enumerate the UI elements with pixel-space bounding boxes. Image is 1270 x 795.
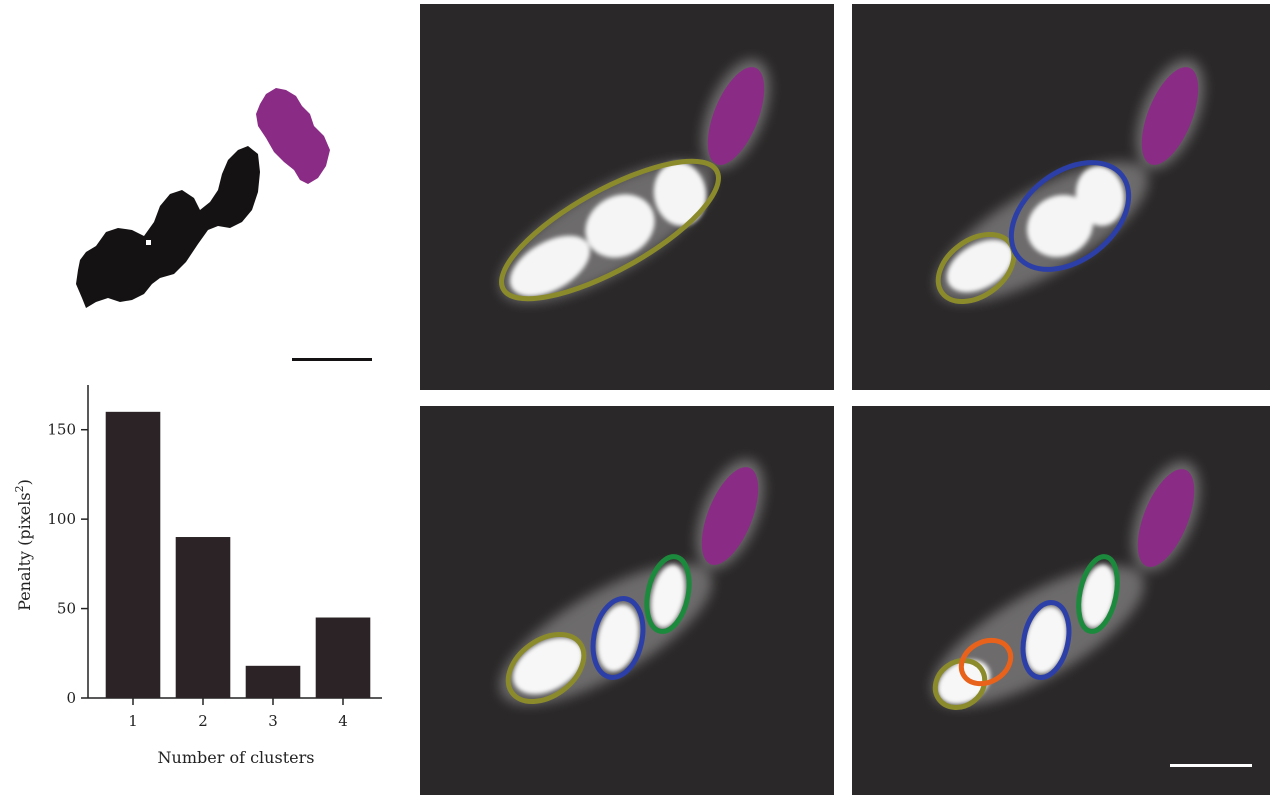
scale-bar	[292, 358, 372, 361]
purple-cell-fill	[1137, 469, 1195, 567]
purple-cell-fill	[701, 467, 759, 565]
panel-3-image	[499, 459, 764, 705]
x-tick-label: 3	[268, 712, 278, 730]
purple-cell-fill	[1141, 67, 1199, 165]
scale-bar	[1170, 764, 1252, 767]
cluster-ellipse-green	[644, 554, 692, 634]
y-tick-label: 100	[47, 510, 76, 528]
y-axis-title: Penalty (pixels2)	[13, 479, 34, 611]
cluster-ellipse-green	[1076, 554, 1120, 634]
x-tick-label: 1	[128, 712, 138, 730]
chart-svg: 0 50 100 150 1 2 3 4 Number of clusters Penalt…	[13, 385, 382, 767]
binary-mask-image	[76, 88, 372, 361]
fluorescence-panel-4-clusters	[852, 406, 1270, 795]
cluster-ellipse-blue	[590, 596, 646, 680]
cluster-ellipse-orange	[958, 637, 1014, 687]
fluorescence-panel-3-clusters	[420, 406, 834, 795]
cluster-ellipse-olive	[932, 658, 988, 710]
y-tick-label: 50	[57, 600, 76, 618]
cluster-ellipse-blue	[1008, 160, 1132, 272]
panel-4-image	[931, 461, 1252, 767]
fluorescence-panel-2-clusters	[852, 4, 1270, 390]
cluster-ellipse-olive	[499, 158, 721, 302]
penalty-bar-chart: 0 50 100 150 1 2 3 4 Number of clusters Penalt…	[0, 385, 410, 795]
cluster-ellipse-olive	[505, 631, 587, 705]
fluorescence-panel-1-cluster	[420, 4, 834, 390]
y-tick-label: 150	[47, 421, 76, 439]
bar-3	[245, 665, 301, 698]
panel-1-image	[499, 59, 770, 303]
x-axis-title: Number of clusters	[158, 748, 315, 767]
panel-2-image	[935, 59, 1204, 305]
y-tick-label: 0	[66, 689, 76, 707]
x-tick-label: 2	[198, 712, 208, 730]
cluster-ellipse-blue	[1020, 600, 1072, 680]
bar-2	[175, 537, 231, 698]
bar-4	[315, 617, 371, 698]
binary-mask-panel	[62, 62, 410, 382]
x-tick-label: 4	[338, 712, 348, 730]
purple-cell-fill	[707, 67, 765, 165]
bar-1	[105, 411, 161, 698]
